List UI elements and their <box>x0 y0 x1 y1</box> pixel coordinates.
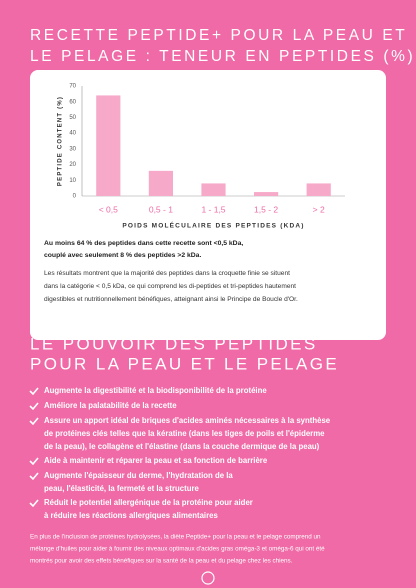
section-title: LE POUVOIR DES PEPTIDES <box>30 334 318 353</box>
summary-text: digestibles et nutritionnellement bénéfi… <box>44 296 298 303</box>
check-icon <box>29 499 39 508</box>
y-axis-title: PEPTIDE CONTENT (%) <box>58 96 64 186</box>
bar <box>96 95 121 196</box>
y-tick-label: 20 <box>69 162 76 168</box>
summary-bold: Au moins 64 % des peptides dans cette re… <box>44 240 243 247</box>
summary-text: Les résultats montrent que la majorité d… <box>44 270 290 277</box>
bullet-text: Augmente l'épaisseur du derme, l'hydrata… <box>44 471 233 480</box>
footer-text: montrés pour avoir des effets bénéfiques… <box>30 558 293 565</box>
bullet-text: Améliore la palatabilité de la recette <box>44 401 177 410</box>
bar <box>201 183 226 196</box>
bullet-text: Réduit le potentiel allergénique de la p… <box>44 498 253 507</box>
x-tick-label: 0,5 - 1 <box>149 204 173 214</box>
bar <box>306 183 331 196</box>
bullet-text: peau, l'élasticité, la fermeté et la str… <box>44 484 199 493</box>
check-icon <box>29 457 39 466</box>
check-icon <box>29 402 39 411</box>
bullet-text: Assure un apport idéal de briques d'acid… <box>44 416 331 425</box>
bullet-text: de protéines clés telles que la kératine… <box>44 429 325 438</box>
y-tick-label: 30 <box>69 146 76 152</box>
y-tick-label: 10 <box>69 178 76 184</box>
check-icon <box>29 472 39 481</box>
y-tick-label: 0 <box>73 194 77 200</box>
bar <box>148 170 173 196</box>
y-tick-label: 60 <box>69 99 76 105</box>
page-title: LE PELAGE : TENEUR EN PEPTIDES (%) <box>30 48 415 65</box>
bar <box>254 192 279 196</box>
x-axis-title: POIDS MOLÉCULAIRE DES PEPTIDES (KDA) <box>122 221 304 230</box>
x-tick-label: > 2 <box>313 204 325 214</box>
footer-text: mélange d'huiles pour aider à fournir de… <box>30 546 325 553</box>
summary-text: dans la catégorie < 0,5 kDa, ce qui comp… <box>44 283 296 290</box>
summary-bold: couplé avec seulement 8 % des peptides >… <box>44 252 201 259</box>
bullet-text: de la peau), le collagène et l'élastine … <box>44 442 320 451</box>
check-icon <box>29 417 39 426</box>
bullet-text: à réduire les réactions allergiques alim… <box>44 511 218 520</box>
y-tick-label: 50 <box>69 115 76 121</box>
y-tick-label: 40 <box>69 131 76 137</box>
bullet-text: Augmente la digestibilité et la biodispo… <box>44 386 267 395</box>
x-tick-label: 1 - 1,5 <box>201 204 225 214</box>
logo <box>201 571 215 585</box>
page-title: RECETTE PEPTIDE+ POUR LA PEAU ET <box>30 27 407 44</box>
section-title: POUR LA PEAU ET LE PELAGE <box>30 354 339 373</box>
x-tick-label: 1,5 - 2 <box>254 204 278 214</box>
y-tick-label: 70 <box>69 84 76 90</box>
x-tick-label: < 0,5 <box>99 204 118 214</box>
bullet-text: Aide à maintenir et réparer la peau et s… <box>44 456 268 465</box>
footer-text: En plus de l'inclusion de protéines hydr… <box>30 534 321 541</box>
check-icon <box>29 387 39 396</box>
